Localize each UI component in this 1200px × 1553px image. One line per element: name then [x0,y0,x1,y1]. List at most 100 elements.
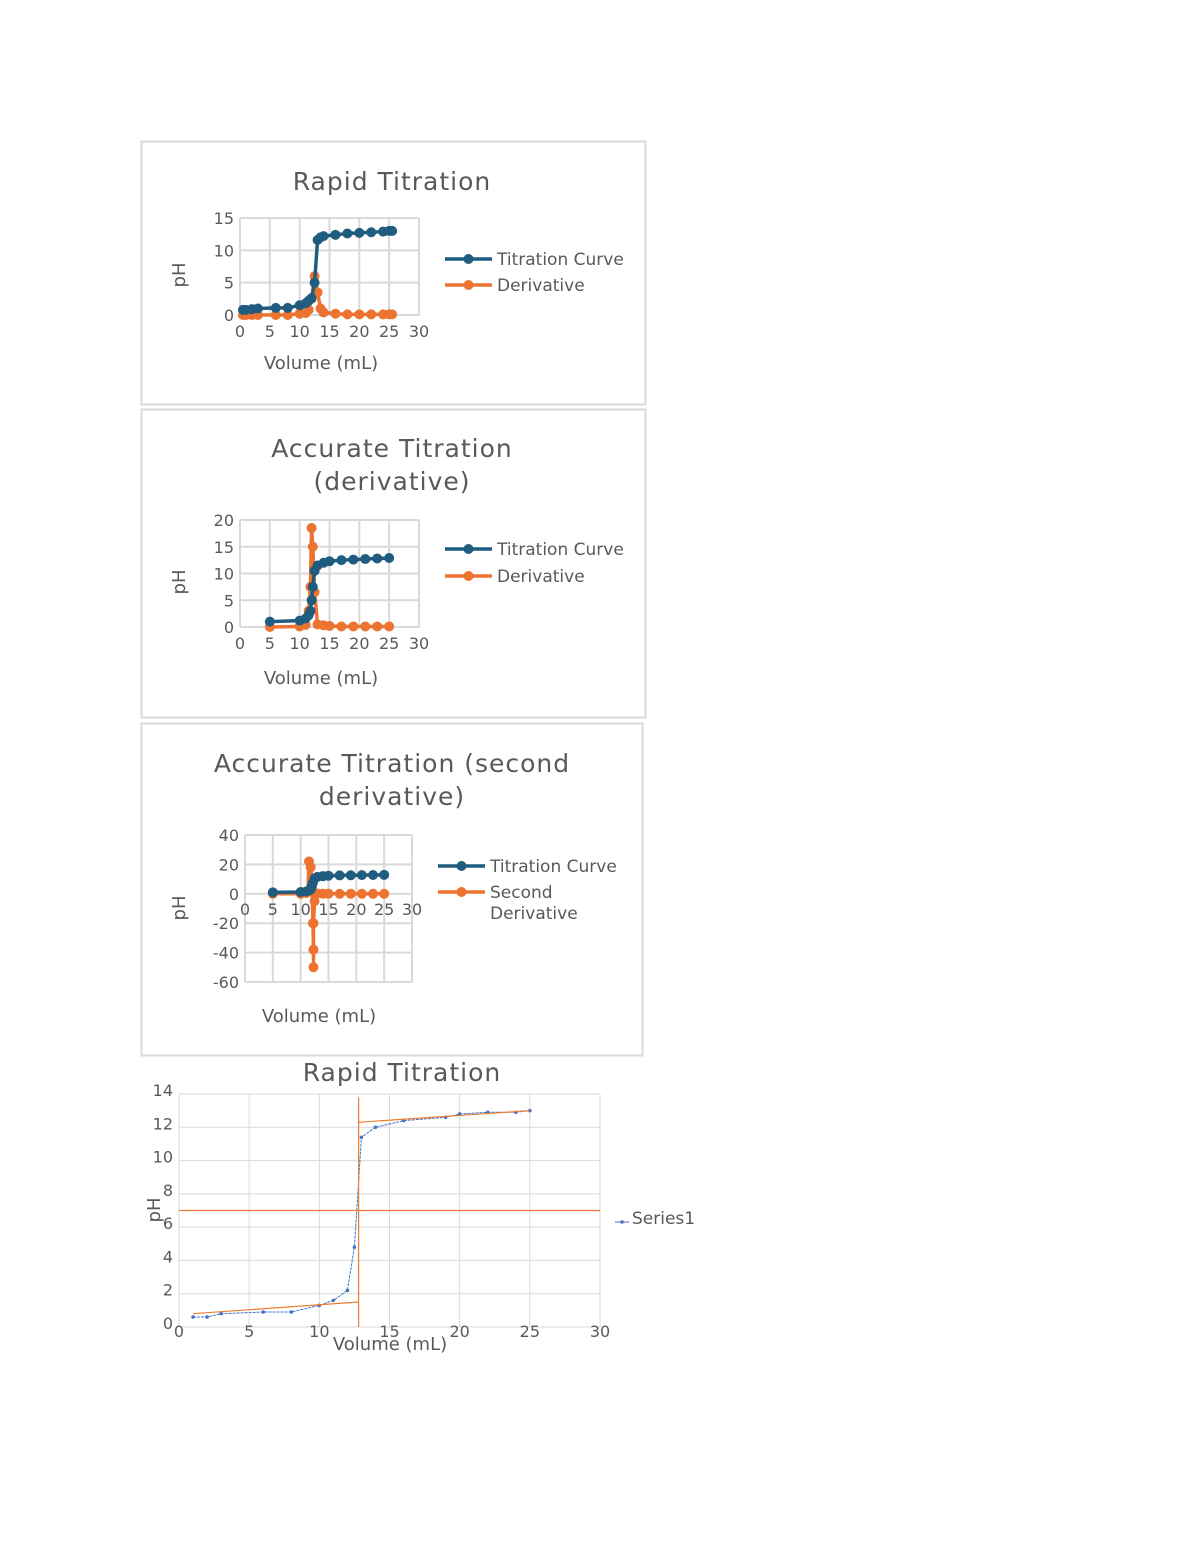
data-point [267,887,278,898]
legend-label: Derivative [497,567,585,587]
x-tick-label: 10 [309,1322,329,1341]
y-tick-label: 10 [214,241,234,260]
data-point [360,621,371,632]
legend-marker-icon [463,571,474,581]
data-point [289,1310,294,1314]
y-tick-label: 0 [163,1314,173,1333]
x-tick-label: 20 [349,634,369,653]
y-tick-label: 4 [163,1247,173,1266]
data-point [384,621,395,632]
tangent-line [192,1301,359,1315]
data-point [342,228,353,239]
data-point [345,888,356,899]
data-point [324,620,335,631]
data-point [373,1125,378,1130]
x-tick-label: 15 [319,634,339,653]
legend-label: Derivative [490,904,578,924]
y-tick-label: 20 [214,511,234,530]
legend-marker-icon [620,1220,624,1224]
data-point [205,1315,209,1319]
x-axis-label: Volume (mL) [264,353,378,374]
x-tick-label: 5 [268,900,278,919]
data-point [345,1288,350,1293]
legend-label: Titration Curve [496,250,624,270]
data-point [366,227,377,238]
chart-frame [140,140,647,406]
data-point [282,302,293,313]
y-tick-label: 0 [229,885,239,904]
chart-frame [140,722,644,1057]
data-point [305,605,316,616]
y-tick-label: 0 [224,618,234,637]
y-tick-label: 10 [214,565,234,584]
data-point [324,556,335,567]
data-point [318,307,329,318]
x-axis-label: Volume (mL) [333,1334,447,1355]
x-tick-label: 30 [409,322,429,341]
legend-label: Titration Curve [489,857,617,877]
legend-item: Titration Curve [445,250,624,270]
data-point [305,862,316,873]
x-tick-label: 25 [520,1322,540,1341]
data-point [379,869,390,880]
legend-marker-icon [456,887,467,897]
data-point [330,308,341,319]
x-tick-label: 5 [265,634,275,653]
data-point [318,231,329,242]
data-point [387,309,398,320]
y-tick-label: 14 [153,1081,173,1100]
data-point [354,309,365,320]
data-point [359,1135,364,1140]
y-axis-label: pH [144,1198,165,1223]
data-point [308,918,319,929]
x-tick-label: 20 [449,1322,469,1341]
data-point [309,896,320,907]
data-point [356,870,367,881]
data-point [342,309,353,320]
x-tick-label: 25 [374,900,394,919]
chart-title: (derivative) [313,467,470,496]
data-point [306,595,317,606]
x-tick-label: 5 [244,1322,254,1341]
x-tick-label: 20 [346,900,366,919]
y-tick-label: 8 [163,1181,173,1200]
data-point [219,1311,223,1316]
chart-title: Rapid Titration [303,1058,502,1087]
chart-1: Rapid Titration 0 5 10 15 20 25 30 0 5 10 15 Volume … [140,140,647,406]
chart-title: Accurate Titration [271,434,512,463]
x-tick-label: 25 [379,634,399,653]
data-point [307,581,318,592]
data-point [331,1298,336,1303]
data-point [356,888,367,899]
chart-2: Accurate Titration (derivative) 0 5 10 15 20 25… [140,408,647,719]
data-point [372,553,383,564]
data-point [308,944,319,955]
chart-4: Rapid Titration 0 5 10 15 20 25 30 0 2 4 6 8 10 12 14 Vo… [144,1058,695,1355]
x-tick-label: 10 [289,634,309,653]
x-tick-label: 0 [240,900,250,919]
data-point [366,309,377,320]
y-tick-label: 10 [153,1148,173,1167]
x-tick-label: 0 [235,322,245,341]
x-tick-label: 15 [319,322,339,341]
y-tick-label: -40 [213,944,239,963]
data-point [309,277,320,288]
x-tick-label: 10 [290,900,310,919]
legend-item: Series1 [615,1209,695,1229]
data-point [191,1315,195,1319]
x-axis-label: Volume (mL) [262,1006,376,1027]
data-point [379,888,390,899]
x-tick-label: 25 [379,322,399,341]
data-point [330,229,341,240]
x-axis-label: Volume (mL) [264,668,378,689]
y-tick-label: -20 [213,914,239,933]
data-point [323,888,334,899]
data-point [270,302,281,313]
x-tick-label: 30 [409,634,429,653]
y-axis-label: pH [169,263,190,288]
x-tick-label: 30 [402,900,422,919]
y-tick-label: 12 [153,1114,173,1133]
data-point [336,555,347,566]
